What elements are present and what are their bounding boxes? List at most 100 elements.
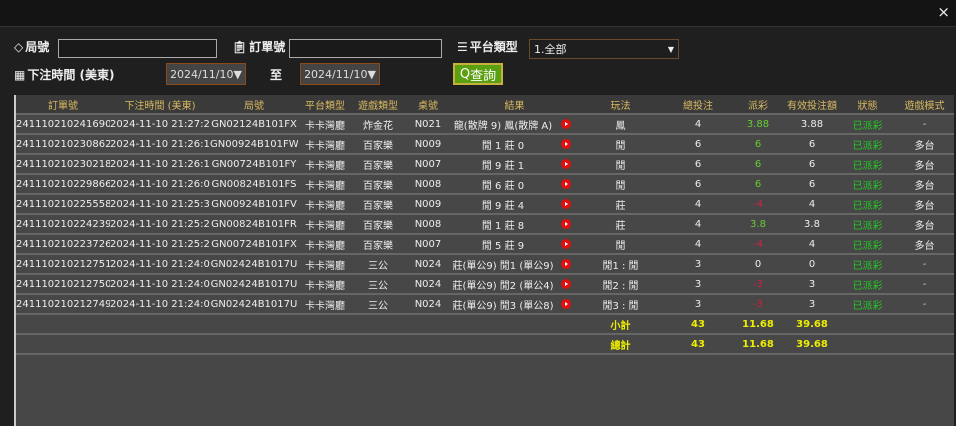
cell-order: 241110210212749: [16, 294, 110, 315]
cell-result: 莊(單公9) 閒1 (單公9): [452, 254, 554, 275]
cell-valid: 3: [784, 294, 840, 315]
cell-platform: 卡卡灣廳: [298, 134, 352, 155]
empty-cell: [16, 314, 110, 335]
cell-valid: 3.8: [784, 214, 840, 235]
total-label: 總計: [577, 334, 664, 355]
cell-game: 三公: [352, 274, 404, 295]
cell-round: GN00824B101FS: [210, 174, 298, 195]
cell-time: 2024-11-10 21:26:14: [110, 134, 210, 155]
column-header: 狀態: [840, 95, 895, 115]
play-video-icon[interactable]: [560, 278, 571, 289]
cell-valid: 0: [784, 254, 840, 275]
clipboard-icon: 📋︎: [232, 39, 248, 54]
cell-payout: 6: [732, 154, 784, 175]
cell-table: N021: [404, 114, 452, 135]
cell-mode: 多台: [895, 134, 954, 155]
cell-status: 已派彩: [840, 234, 895, 255]
cell-time: 2024-11-10 21:26:10: [110, 154, 210, 175]
column-header: 下注時間 (美東): [110, 95, 210, 115]
cell-round: GN00824B101FR: [210, 214, 298, 235]
play-replay-cell: [554, 134, 577, 155]
empty-cell: [16, 334, 110, 355]
cell-time: 2024-11-10 21:24:08: [110, 274, 210, 295]
platform-select[interactable]: 1.全部 ▼: [529, 39, 679, 59]
cell-valid: 6: [784, 174, 840, 195]
play-video-icon[interactable]: [560, 138, 571, 149]
cell-result: 閒 6 莊 0: [452, 174, 554, 195]
column-header: 有效投注額: [784, 95, 840, 115]
play-video-icon[interactable]: [560, 298, 571, 309]
cell-table: N024: [404, 274, 452, 295]
column-header: 遊戲類型: [352, 95, 404, 115]
cell-game: 百家樂: [352, 214, 404, 235]
subtotal-valid: 39.68: [784, 314, 840, 335]
cell-mode: 多台: [895, 234, 954, 255]
column-header: 總投注: [664, 95, 732, 115]
cell-play: 閒: [577, 174, 664, 195]
cell-payout: 6: [732, 134, 784, 155]
table-row: 241110210224239 2024-11-10 21:25:29 GN0082…: [16, 214, 954, 235]
cell-time: 2024-11-10 21:25:26: [110, 234, 210, 255]
cell-order: 241110210230862: [16, 134, 110, 155]
query-button[interactable]: Q 查詢: [453, 63, 503, 85]
cell-bet: 6: [664, 134, 732, 155]
cell-valid: 3.88: [784, 114, 840, 135]
cell-game: 百家樂: [352, 174, 404, 195]
cell-status: 已派彩: [840, 174, 895, 195]
cell-play: 閒2 : 閒: [577, 274, 664, 295]
chevron-down-icon: ▼: [667, 44, 674, 54]
empty-cell: [210, 314, 298, 335]
play-video-icon[interactable]: [560, 178, 571, 189]
play-replay-cell: [554, 234, 577, 255]
empty-cell: [840, 334, 895, 355]
play-replay-cell: [554, 154, 577, 175]
cell-mode: -: [895, 274, 954, 295]
play-replay-cell: [554, 114, 577, 135]
cell-status: 已派彩: [840, 254, 895, 275]
cell-game: 百家樂: [352, 134, 404, 155]
play-video-icon[interactable]: [560, 218, 571, 229]
cell-result: 閒 5 莊 9: [452, 234, 554, 255]
cell-table: N008: [404, 214, 452, 235]
cell-mode: 多台: [895, 154, 954, 175]
play-video-icon[interactable]: [560, 198, 571, 209]
cell-platform: 卡卡灣廳: [298, 194, 352, 215]
cell-play: 莊: [577, 194, 664, 215]
cell-status: 已派彩: [840, 194, 895, 215]
cell-result: 閒 1 莊 0: [452, 134, 554, 155]
empty-cell: [895, 334, 954, 355]
round-input[interactable]: [58, 39, 217, 58]
empty-cell: [298, 334, 352, 355]
cell-time: 2024-11-10 21:26:07: [110, 174, 210, 195]
cell-time: 2024-11-10 21:25:29: [110, 214, 210, 235]
table-row: 241110210223726 2024-11-10 21:25:26 GN0072…: [16, 234, 954, 255]
cell-table: N024: [404, 254, 452, 275]
cell-payout: 3.8: [732, 214, 784, 235]
cell-payout: -4: [732, 194, 784, 215]
table-row: 241110210230218 2024-11-10 21:26:10 GN0072…: [16, 154, 954, 175]
order-input[interactable]: [289, 39, 442, 58]
cell-result: 閒 9 莊 1: [452, 154, 554, 175]
play-video-icon[interactable]: [560, 258, 571, 269]
play-video-icon[interactable]: [560, 238, 571, 249]
cell-game: 百家樂: [352, 154, 404, 175]
table-row: 241110210212749 2024-11-10 21:24:08 GN0242…: [16, 294, 954, 315]
play-video-icon[interactable]: [560, 118, 571, 129]
cell-payout: -4: [732, 234, 784, 255]
cell-platform: 卡卡灣廳: [298, 114, 352, 135]
total-valid: 39.68: [784, 334, 840, 355]
cell-order: 241110210241690: [16, 114, 110, 135]
column-header: 結果: [452, 95, 577, 115]
date-from-picker[interactable]: 2024/11/10▼: [166, 63, 246, 85]
cell-play: 閒: [577, 234, 664, 255]
close-icon[interactable]: ×: [937, 3, 950, 21]
cell-round: GN00724B101FX: [210, 234, 298, 255]
play-video-icon[interactable]: [560, 158, 571, 169]
list-icon: ☰: [457, 39, 468, 54]
cell-time: 2024-11-10 21:27:29: [110, 114, 210, 135]
date-to-picker[interactable]: 2024/11/10▼: [300, 63, 380, 85]
column-header: 遊戲模式: [895, 95, 954, 115]
empty-cell: [110, 314, 210, 335]
cell-game: 三公: [352, 294, 404, 315]
cell-order: 241110210212751: [16, 254, 110, 275]
